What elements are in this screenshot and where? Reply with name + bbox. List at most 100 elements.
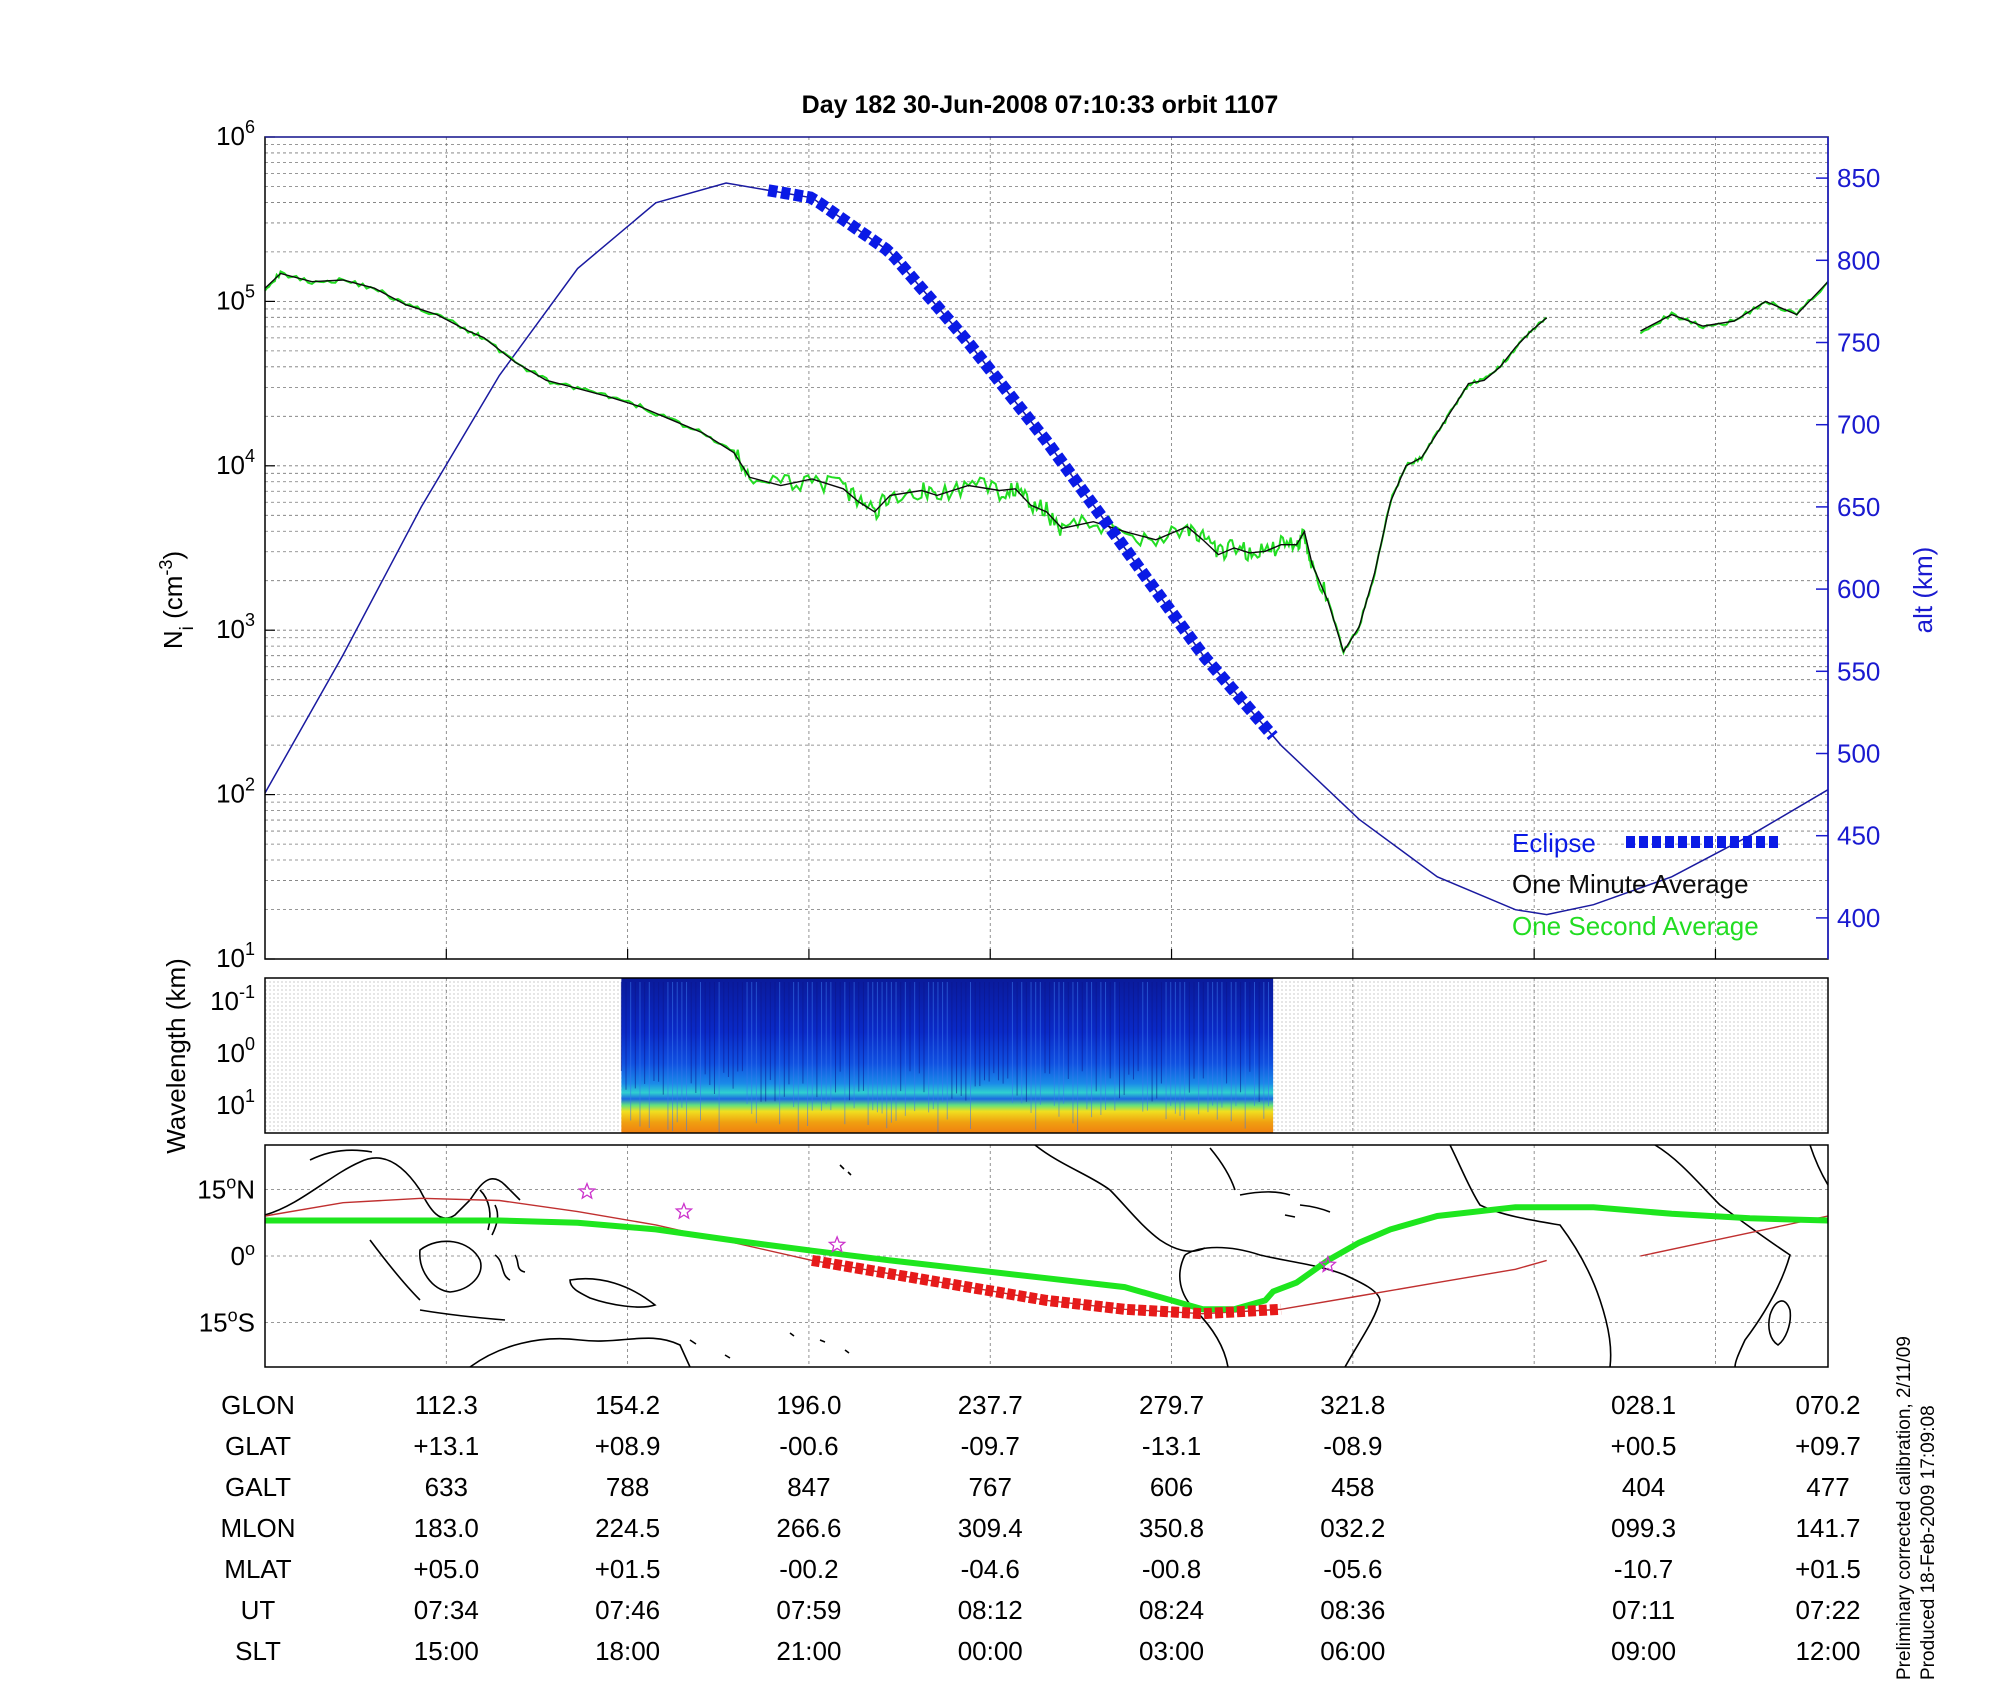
map-tick-number: 15: [199, 1308, 228, 1338]
table-cell: 458: [1331, 1472, 1374, 1502]
star-marker: [674, 1201, 694, 1220]
chart-title: Day 182 30-Jun-2008 07:10:33 orbit 1107: [802, 91, 1279, 119]
legend-one-second-label: One Second Average: [1512, 911, 1759, 941]
altitude-y-tick-label: 700: [1837, 410, 1880, 440]
one-second-curve: [264, 269, 1548, 656]
density-y-tick-label: 104: [216, 446, 255, 480]
eclipse-curve: [767, 184, 1278, 741]
density-y-tick-label: 103: [216, 610, 255, 644]
star-marker: [827, 1235, 847, 1253]
map-tick-suffix: N: [236, 1174, 255, 1204]
table-cell: 099.3: [1611, 1513, 1676, 1543]
density-tick-exponent: 1: [245, 939, 255, 959]
table-cell: -08.9: [1323, 1431, 1382, 1461]
table-cell: +01.5: [1795, 1554, 1861, 1584]
table-cell: +05.0: [413, 1554, 479, 1584]
legend-one-minute-label: One Minute Average: [1512, 869, 1749, 899]
altitude-y-tick-label: 600: [1837, 574, 1880, 604]
density-y-tick-label: 105: [216, 281, 255, 315]
spectrogram-tick-exponent: -1: [239, 982, 255, 1002]
density-label-subscript: i: [177, 626, 198, 630]
spectrogram-data: [620, 978, 1274, 1133]
table-cell: +00.5: [1611, 1431, 1677, 1461]
density-tick-exponent: 6: [245, 117, 255, 137]
table-cell: 07:22: [1795, 1595, 1860, 1625]
table-cell: -05.6: [1323, 1554, 1382, 1584]
table-cell: -00.2: [779, 1554, 838, 1584]
production-note: Produced 18-Feb-2009 17:09:08: [1918, 1405, 1939, 1680]
altitude-axis-label: alt (km): [1908, 547, 1938, 634]
table-cell: 847: [787, 1472, 830, 1502]
density-y-tick-label: 102: [216, 775, 255, 809]
density-tick-base: 10: [216, 943, 245, 973]
altitude-y-tick-label: 550: [1837, 656, 1880, 686]
map-coastlines: [265, 1145, 1828, 1367]
table-cell: +13.1: [413, 1431, 479, 1461]
table-cell: 18:00: [595, 1636, 660, 1666]
table-cell: 237.7: [958, 1390, 1023, 1420]
calibration-note: Preliminary corrected calibration, 2/11/…: [1894, 1336, 1915, 1680]
table-cell: 08:24: [1139, 1595, 1204, 1625]
table-cell: 00:00: [958, 1636, 1023, 1666]
spectrogram-tick-base: 10: [216, 1090, 245, 1120]
density-label-n: N: [158, 630, 188, 649]
table-cell: +01.5: [595, 1554, 661, 1584]
table-cell: 15:00: [414, 1636, 479, 1666]
table-cell: 08:12: [958, 1595, 1023, 1625]
map-frame: [264, 1144, 1829, 1368]
table-cell: 07:46: [595, 1595, 660, 1625]
table-cell: 21:00: [776, 1636, 841, 1666]
altitude-y-tick-label: 800: [1837, 245, 1880, 275]
spectrogram-tick-exponent: 1: [245, 1086, 255, 1106]
table-cell: 028.1: [1611, 1390, 1676, 1420]
density-label-unit-open: (cm: [158, 576, 188, 627]
table-cell: 606: [1150, 1472, 1193, 1502]
orbit-parameter-table: GLON 112.3 154.2 196.0 237.7 279.7 321.8 028.1 0…: [220, 1390, 1860, 1666]
density-y-tick-label: 106: [216, 117, 255, 151]
table-cell: 477: [1806, 1472, 1849, 1502]
table-row-label: MLAT: [224, 1554, 292, 1584]
density-label-unit-exponent: -3: [156, 560, 176, 576]
table-cell: -00.6: [779, 1431, 838, 1461]
table-cell: 279.7: [1139, 1390, 1204, 1420]
table-cell: 07:11: [1612, 1595, 1675, 1625]
table-cell: 112.3: [415, 1390, 478, 1420]
density-tick-base: 10: [216, 779, 245, 809]
table-cell: 154.2: [595, 1390, 660, 1420]
table-cell: 224.5: [595, 1513, 660, 1543]
table-row-label: GLAT: [225, 1431, 291, 1461]
spectrogram-y-tick-label: 101: [216, 1086, 255, 1120]
altitude-y-tick-label: 400: [1837, 903, 1880, 933]
table-row-label: GALT: [225, 1472, 291, 1502]
one-minute-curve: [264, 272, 1548, 654]
map-grid: [265, 1145, 1828, 1367]
table-cell: 196.0: [776, 1390, 841, 1420]
ground-tracks: [264, 1181, 1829, 1320]
density-tick-exponent: 3: [245, 610, 255, 630]
table-cell: 09:00: [1611, 1636, 1676, 1666]
star-marker: [1318, 1255, 1338, 1273]
table-cell: -10.7: [1614, 1554, 1673, 1584]
green-track: [265, 1204, 1829, 1313]
table-cell: 404: [1622, 1472, 1665, 1502]
spectrogram-tick-base: 10: [216, 1038, 245, 1068]
table-cell: 266.6: [776, 1513, 841, 1543]
table-cell: -00.8: [1142, 1554, 1201, 1584]
spectrogram-y-tick-label: 10-1: [210, 982, 255, 1016]
altitude-axis: 400 450 500 550 600 650 700 750 800 850: [1816, 163, 1880, 933]
density-y-tick-label: 101: [216, 939, 255, 973]
table-cell: 07:34: [414, 1595, 479, 1625]
table-cell: 070.2: [1795, 1390, 1860, 1420]
altitude-y-tick-label: 450: [1837, 821, 1880, 851]
map-tick-degree: o: [228, 1306, 238, 1326]
table-cell: 321.8: [1320, 1390, 1385, 1420]
spectrogram-frame: [264, 977, 1829, 1134]
table-row-label: GLON: [221, 1390, 295, 1420]
map-y-tick-label: 15oS: [199, 1306, 255, 1338]
table-cell: 03:00: [1139, 1636, 1204, 1666]
density-tick-base: 10: [216, 450, 245, 480]
table-row-label: MLON: [220, 1513, 295, 1543]
map-tick-number: 15: [197, 1174, 226, 1204]
